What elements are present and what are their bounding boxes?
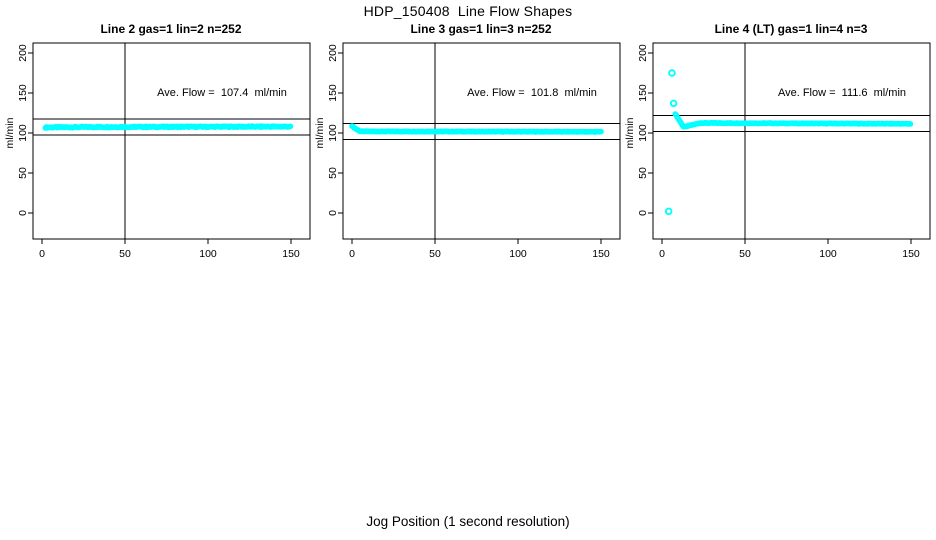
ave-flow-annotation: Ave. Flow = 111.6 ml/min [778,87,906,99]
y-axis-tick-label: 100 [17,124,29,142]
y-axis-tick-label: 150 [637,84,649,102]
y-axis-tick-label: 100 [637,124,649,142]
panel-line4: Line 4 (LT) gas=1 lin=4 n=3 Ave. Flow = 1… [624,22,931,260]
y-axis-title: ml/min [624,117,636,148]
panels-row: Line 2 gas=1 lin=2 n=252 Ave. Flow = 107.… [4,22,931,260]
y-axis-tick-label: 100 [327,124,339,142]
y-axis-tick-label: 200 [637,44,649,62]
y-axis-tick-label: 0 [17,210,29,216]
x-axis-tick-label: 150 [902,248,920,260]
x-axis-tick-label: 150 [592,248,610,260]
panel-line2: Line 2 gas=1 lin=2 n=252 Ave. Flow = 107.… [4,22,311,260]
x-axis-tick-label: 50 [119,248,131,260]
x-axis-tick-label: 100 [819,248,837,260]
panel-title: Line 2 gas=1 lin=2 n=252 [100,22,241,36]
y-axis-tick-label: 200 [327,44,339,62]
ave-flow-annotation: Ave. Flow = 107.4 ml/min [157,87,287,99]
x-axis-tick-label: 150 [282,248,300,260]
figure-title: HDP_150408 Line Flow Shapes [363,3,573,19]
plot-box [342,42,621,240]
x-axis-tick-label: 0 [659,248,665,260]
y-axis-tick-label: 50 [17,167,29,179]
y-axis-tick-label: 150 [17,84,29,102]
y-axis-tick-label: 50 [327,167,339,179]
y-axis-tick-label: 0 [327,210,339,216]
x-axis-tick-label: 100 [199,248,217,260]
plot-box [652,42,931,240]
y-axis-title: ml/min [314,117,326,148]
y-axis-tick-label: 200 [17,44,29,62]
ave-flow-annotation: Ave. Flow = 101.8 ml/min [467,87,597,99]
data-point [598,128,604,135]
x-axis-tick-label: 50 [429,248,441,260]
panel-line3: Line 3 gas=1 lin=3 n=252 Ave. Flow = 101.… [314,22,621,260]
panel-title: Line 4 (LT) gas=1 lin=4 n=3 [715,22,868,36]
x-axis-label: Jog Position (1 second resolution) [366,514,570,529]
x-axis-tick-label: 50 [739,248,751,260]
data-point [287,123,294,130]
outlier-point [668,69,676,77]
x-axis-tick-label: 0 [349,248,355,260]
y-axis-tick-label: 150 [327,84,339,102]
x-axis-tick-label: 0 [39,248,45,260]
outlier-point [669,99,678,108]
plot-box [32,42,311,240]
x-axis-tick-label: 100 [509,248,527,260]
y-axis-tick-label: 0 [637,210,649,216]
y-axis-title: ml/min [4,117,16,148]
y-axis-tick-label: 50 [637,167,649,179]
panel-title: Line 3 gas=1 lin=3 n=252 [410,22,551,36]
outlier-point [664,207,673,216]
data-point [907,121,914,127]
